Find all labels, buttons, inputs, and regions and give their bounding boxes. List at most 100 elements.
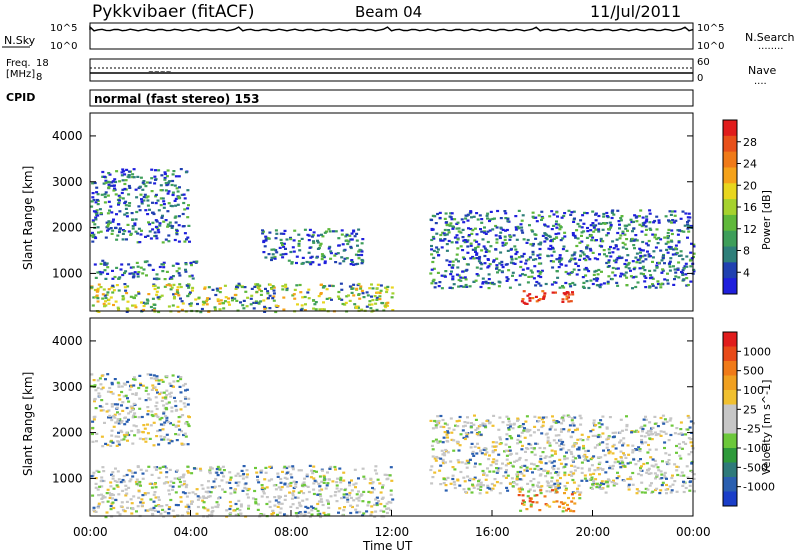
heatmap-cell xyxy=(338,507,342,510)
heatmap-cell xyxy=(437,285,441,288)
heatmap-cell xyxy=(655,264,659,267)
heatmap-cell xyxy=(445,439,449,443)
heatmap-cell xyxy=(362,512,366,515)
heatmap-cell xyxy=(264,235,268,238)
heatmap-cell xyxy=(645,242,649,245)
heatmap-cell xyxy=(170,406,174,409)
heatmap-cell xyxy=(509,248,513,251)
heatmap-cell xyxy=(359,287,363,290)
heatmap-cell xyxy=(207,513,211,517)
heatmap-cell xyxy=(93,288,97,292)
heatmap-cell xyxy=(142,196,146,199)
heatmap-cell xyxy=(148,398,152,401)
heatmap-cell xyxy=(570,493,574,496)
heatmap-cell xyxy=(469,244,473,247)
heatmap-cell xyxy=(548,460,552,463)
heatmap-cell xyxy=(449,286,453,289)
heatmap-cell xyxy=(666,231,670,235)
heatmap-cell xyxy=(155,388,158,392)
heatmap-cell xyxy=(449,273,453,276)
heatmap-cell xyxy=(535,494,539,497)
heatmap-cell xyxy=(144,493,147,496)
heatmap-cell xyxy=(134,306,138,309)
heatmap-cell xyxy=(98,405,102,408)
heatmap-cell xyxy=(114,193,118,196)
heatmap-cell xyxy=(461,236,465,239)
heatmap-cell xyxy=(586,244,590,247)
heatmap-cell xyxy=(340,233,344,236)
heatmap-cell xyxy=(559,438,563,441)
heatmap-cell xyxy=(247,504,251,507)
heatmap-cell xyxy=(431,476,435,479)
heatmap-cell xyxy=(283,514,287,517)
heatmap-cell xyxy=(625,423,629,427)
heatmap-cell xyxy=(616,471,619,474)
heatmap-cell xyxy=(214,477,218,481)
heatmap-cell xyxy=(589,224,593,227)
heatmap-cell xyxy=(120,263,124,266)
heatmap-cell xyxy=(315,470,318,473)
heatmap-cell xyxy=(631,444,635,447)
heatmap-cell xyxy=(520,486,523,489)
heatmap-cell xyxy=(182,384,186,387)
heatmap-cell xyxy=(562,506,566,509)
heatmap-cell xyxy=(162,261,166,264)
heatmap-cell xyxy=(567,507,571,510)
heatmap-cell xyxy=(431,235,435,239)
heatmap-cell xyxy=(287,259,291,262)
heatmap-cell xyxy=(119,481,123,484)
heatmap-cell xyxy=(515,459,519,462)
heatmap-cell xyxy=(619,217,623,220)
heatmap-cell xyxy=(599,456,603,459)
heatmap-cell xyxy=(623,224,627,227)
heatmap-cell xyxy=(284,283,288,286)
heatmap-cell xyxy=(532,477,536,481)
heatmap-cell xyxy=(206,297,210,300)
heatmap-cell xyxy=(174,204,178,207)
heatmap-cell xyxy=(116,485,120,488)
heatmap-cell xyxy=(569,435,573,438)
heatmap-cell xyxy=(170,205,174,208)
heatmap-cell xyxy=(178,428,182,431)
heatmap-cell xyxy=(383,473,387,476)
heatmap-cell xyxy=(552,237,556,240)
heatmap-cell xyxy=(545,480,549,483)
heatmap-cell xyxy=(436,271,440,274)
heatmap-cell xyxy=(479,488,483,491)
heatmap-cell xyxy=(228,507,232,511)
heatmap-cell xyxy=(443,275,447,278)
heatmap-cell xyxy=(563,455,567,458)
heatmap-cell xyxy=(183,232,187,235)
heatmap-cell xyxy=(660,259,664,262)
heatmap-cell xyxy=(148,264,152,267)
heatmap-cell xyxy=(160,294,164,297)
heatmap-cell xyxy=(191,500,194,503)
heatmap-cell xyxy=(522,238,526,241)
heatmap-cell xyxy=(216,474,220,477)
heatmap-cell xyxy=(127,418,130,421)
heatmap-cell xyxy=(483,230,486,233)
heatmap-cell xyxy=(468,479,472,482)
heatmap-cell xyxy=(140,198,143,201)
heatmap-cell xyxy=(464,283,468,287)
heatmap-cell xyxy=(357,254,361,257)
heatmap-cell xyxy=(90,200,94,203)
heatmap-cell xyxy=(186,294,190,298)
heatmap-cell xyxy=(551,246,554,249)
heatmap-cell xyxy=(530,275,534,278)
heatmap-cell xyxy=(579,250,583,253)
heatmap-cell xyxy=(153,307,157,310)
heatmap-cell xyxy=(539,489,543,492)
heatmap-cell xyxy=(327,513,331,516)
heatmap-cell xyxy=(103,269,107,272)
heatmap-cell xyxy=(473,414,476,417)
heatmap-cell xyxy=(255,471,259,474)
heatmap-cell xyxy=(385,511,389,515)
heatmap-cell xyxy=(552,224,556,227)
heatmap-cell xyxy=(562,443,566,447)
heatmap-cell xyxy=(189,262,193,265)
heatmap-cell xyxy=(520,219,524,222)
time-tick-label: 00:00 xyxy=(73,525,108,539)
heatmap-cell xyxy=(673,210,677,213)
heatmap-cell xyxy=(436,212,440,216)
